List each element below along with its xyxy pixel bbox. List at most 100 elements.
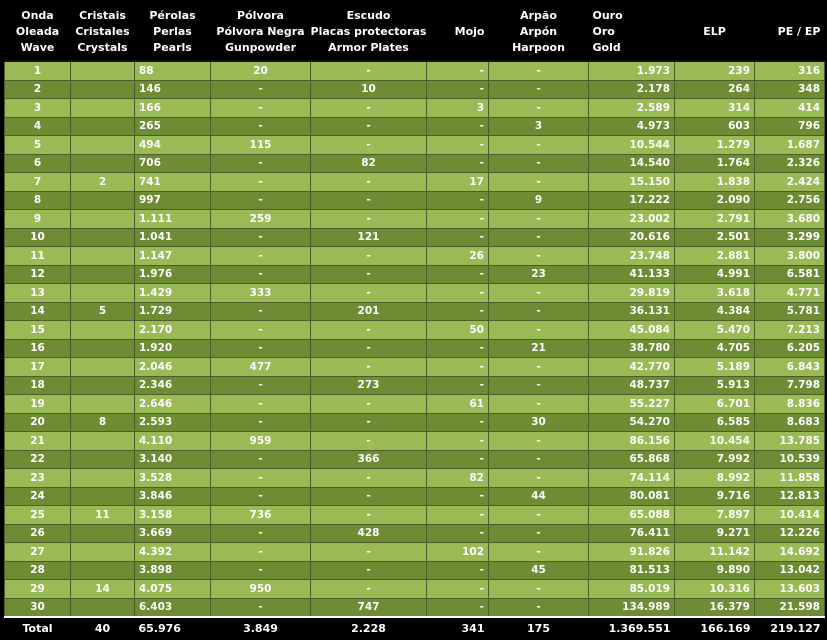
table-cell: - [488,394,589,414]
table-cell: 11.858 [754,468,825,488]
table-cell: - [310,338,427,358]
table-cell: 316 [754,60,825,81]
table-cell: 2.646 [134,394,211,414]
column-header: PE / EP [754,4,825,61]
table-cell: 2.326 [754,153,825,173]
table-cell: - [426,431,489,451]
table-cell: 10.454 [674,431,755,451]
table-cell [70,264,135,284]
table-cell: 6.205 [754,338,825,358]
table-body: 1 88 20- - -1.973 239 316 2 146-10- -2.178 264 348 3… [4,60,825,618]
table-cell: 6.843 [754,357,825,377]
column-header-line: Oro [592,25,615,38]
table-cell: 3.846 [134,486,211,506]
table-cell: - [488,375,589,395]
table-cell: - [210,338,311,358]
column-header: Escudo Placas protectoras Armor Plates [310,4,427,61]
table-cell: - [426,597,489,618]
table-cell: 706 [134,153,211,173]
table-cell: 3.140 [134,449,211,469]
column-header-line: Crystals [77,41,128,54]
table-cell: 741 [134,172,211,192]
header-row: Onda Oleada Wave Cristais Cristales Crystals P… [4,4,825,61]
table-cell: - [426,116,489,136]
table-cell: 26 [4,523,71,543]
table-cell: 9.716 [674,486,755,506]
table-cell: 17 [4,357,71,377]
table-cell: 23 [4,468,71,488]
table-row: 27 4.392- -102-91.826 11.142 14.692 [4,542,825,562]
table-cell: 9.890 [674,560,755,580]
table-cell: 2.170 [134,320,211,340]
table-cell: - [210,597,311,618]
column-header-line: Arpão [520,9,557,22]
total-row: Total 40 65.976 3.849 2.228 341 175 1.369.551 16… [4,616,825,640]
table-cell: 65.868 [588,449,675,469]
column-header-line: Arpón [519,25,558,38]
table-cell: 3 [488,116,589,136]
table-cell: 14 [70,579,135,599]
table-cell: - [310,116,427,136]
table-cell: - [488,597,589,618]
table-cell: - [426,560,489,580]
table-cell: 1.429 [134,283,211,303]
table-cell: 13.785 [754,431,825,451]
table-cell: 1.838 [674,172,755,192]
table-cell: 42.770 [588,357,675,377]
table-cell [70,338,135,358]
table-cell: 4.771 [754,283,825,303]
table-cell: 603 [674,116,755,136]
table-cell: 12 [4,264,71,284]
table-cell [70,98,135,118]
table-cell: 796 [754,116,825,136]
table-row: 8 997- - -9 17.222 2.090 2.756 [4,190,825,210]
table-cell: 7.798 [754,375,825,395]
table-cell: 8.683 [754,412,825,432]
table-cell [70,60,135,81]
table-cell: 4.705 [674,338,755,358]
table-cell: 44 [488,486,589,506]
table-cell: - [210,98,311,118]
table-cell: - [310,542,427,562]
table-cell: 7.897 [674,505,755,525]
table-cell: 9 [4,209,71,229]
table-cell: - [426,486,489,506]
table-cell: - [210,264,311,284]
total-label: Total [4,616,71,640]
table-cell: 7 [4,172,71,192]
table-cell: 1.147 [134,246,211,266]
table-row: 23 3.528- -82-74.114 8.992 11.858 [4,468,825,488]
table-cell: 14.692 [754,542,825,562]
table-cell: - [310,505,427,525]
table-cell [70,597,135,618]
table-cell: 736 [210,505,311,525]
column-header-line: Pólvora [237,9,284,22]
table-cell: - [210,116,311,136]
table-cell [70,394,135,414]
table-cell: - [210,486,311,506]
column-header-line: PE / EP [777,25,821,38]
column-header-line: Cristales [75,25,130,38]
table-cell: 2.046 [134,357,211,377]
table-cell: 29.819 [588,283,675,303]
column-header-line: Placas protectoras [310,25,427,38]
table-cell: - [426,505,489,525]
table-cell: 6.585 [674,412,755,432]
table-cell: 36.131 [588,301,675,321]
column-header-line: Pérolas [149,9,196,22]
table-cell: - [210,172,311,192]
column-header-line: Gunpowder [224,41,297,54]
column-header-line: Oleada [15,25,60,38]
table-cell: 5.913 [674,375,755,395]
table-cell: 1.041 [134,227,211,247]
table-cell: 4.973 [588,116,675,136]
table-cell: - [488,209,589,229]
table-cell: 5 [70,301,135,321]
table-cell: - [426,283,489,303]
table-cell [70,486,135,506]
column-header-line: Wave [20,41,55,54]
table-cell: - [310,135,427,155]
table-cell: 5 [4,135,71,155]
table-cell: - [210,542,311,562]
total-cell: 341 [426,616,489,640]
